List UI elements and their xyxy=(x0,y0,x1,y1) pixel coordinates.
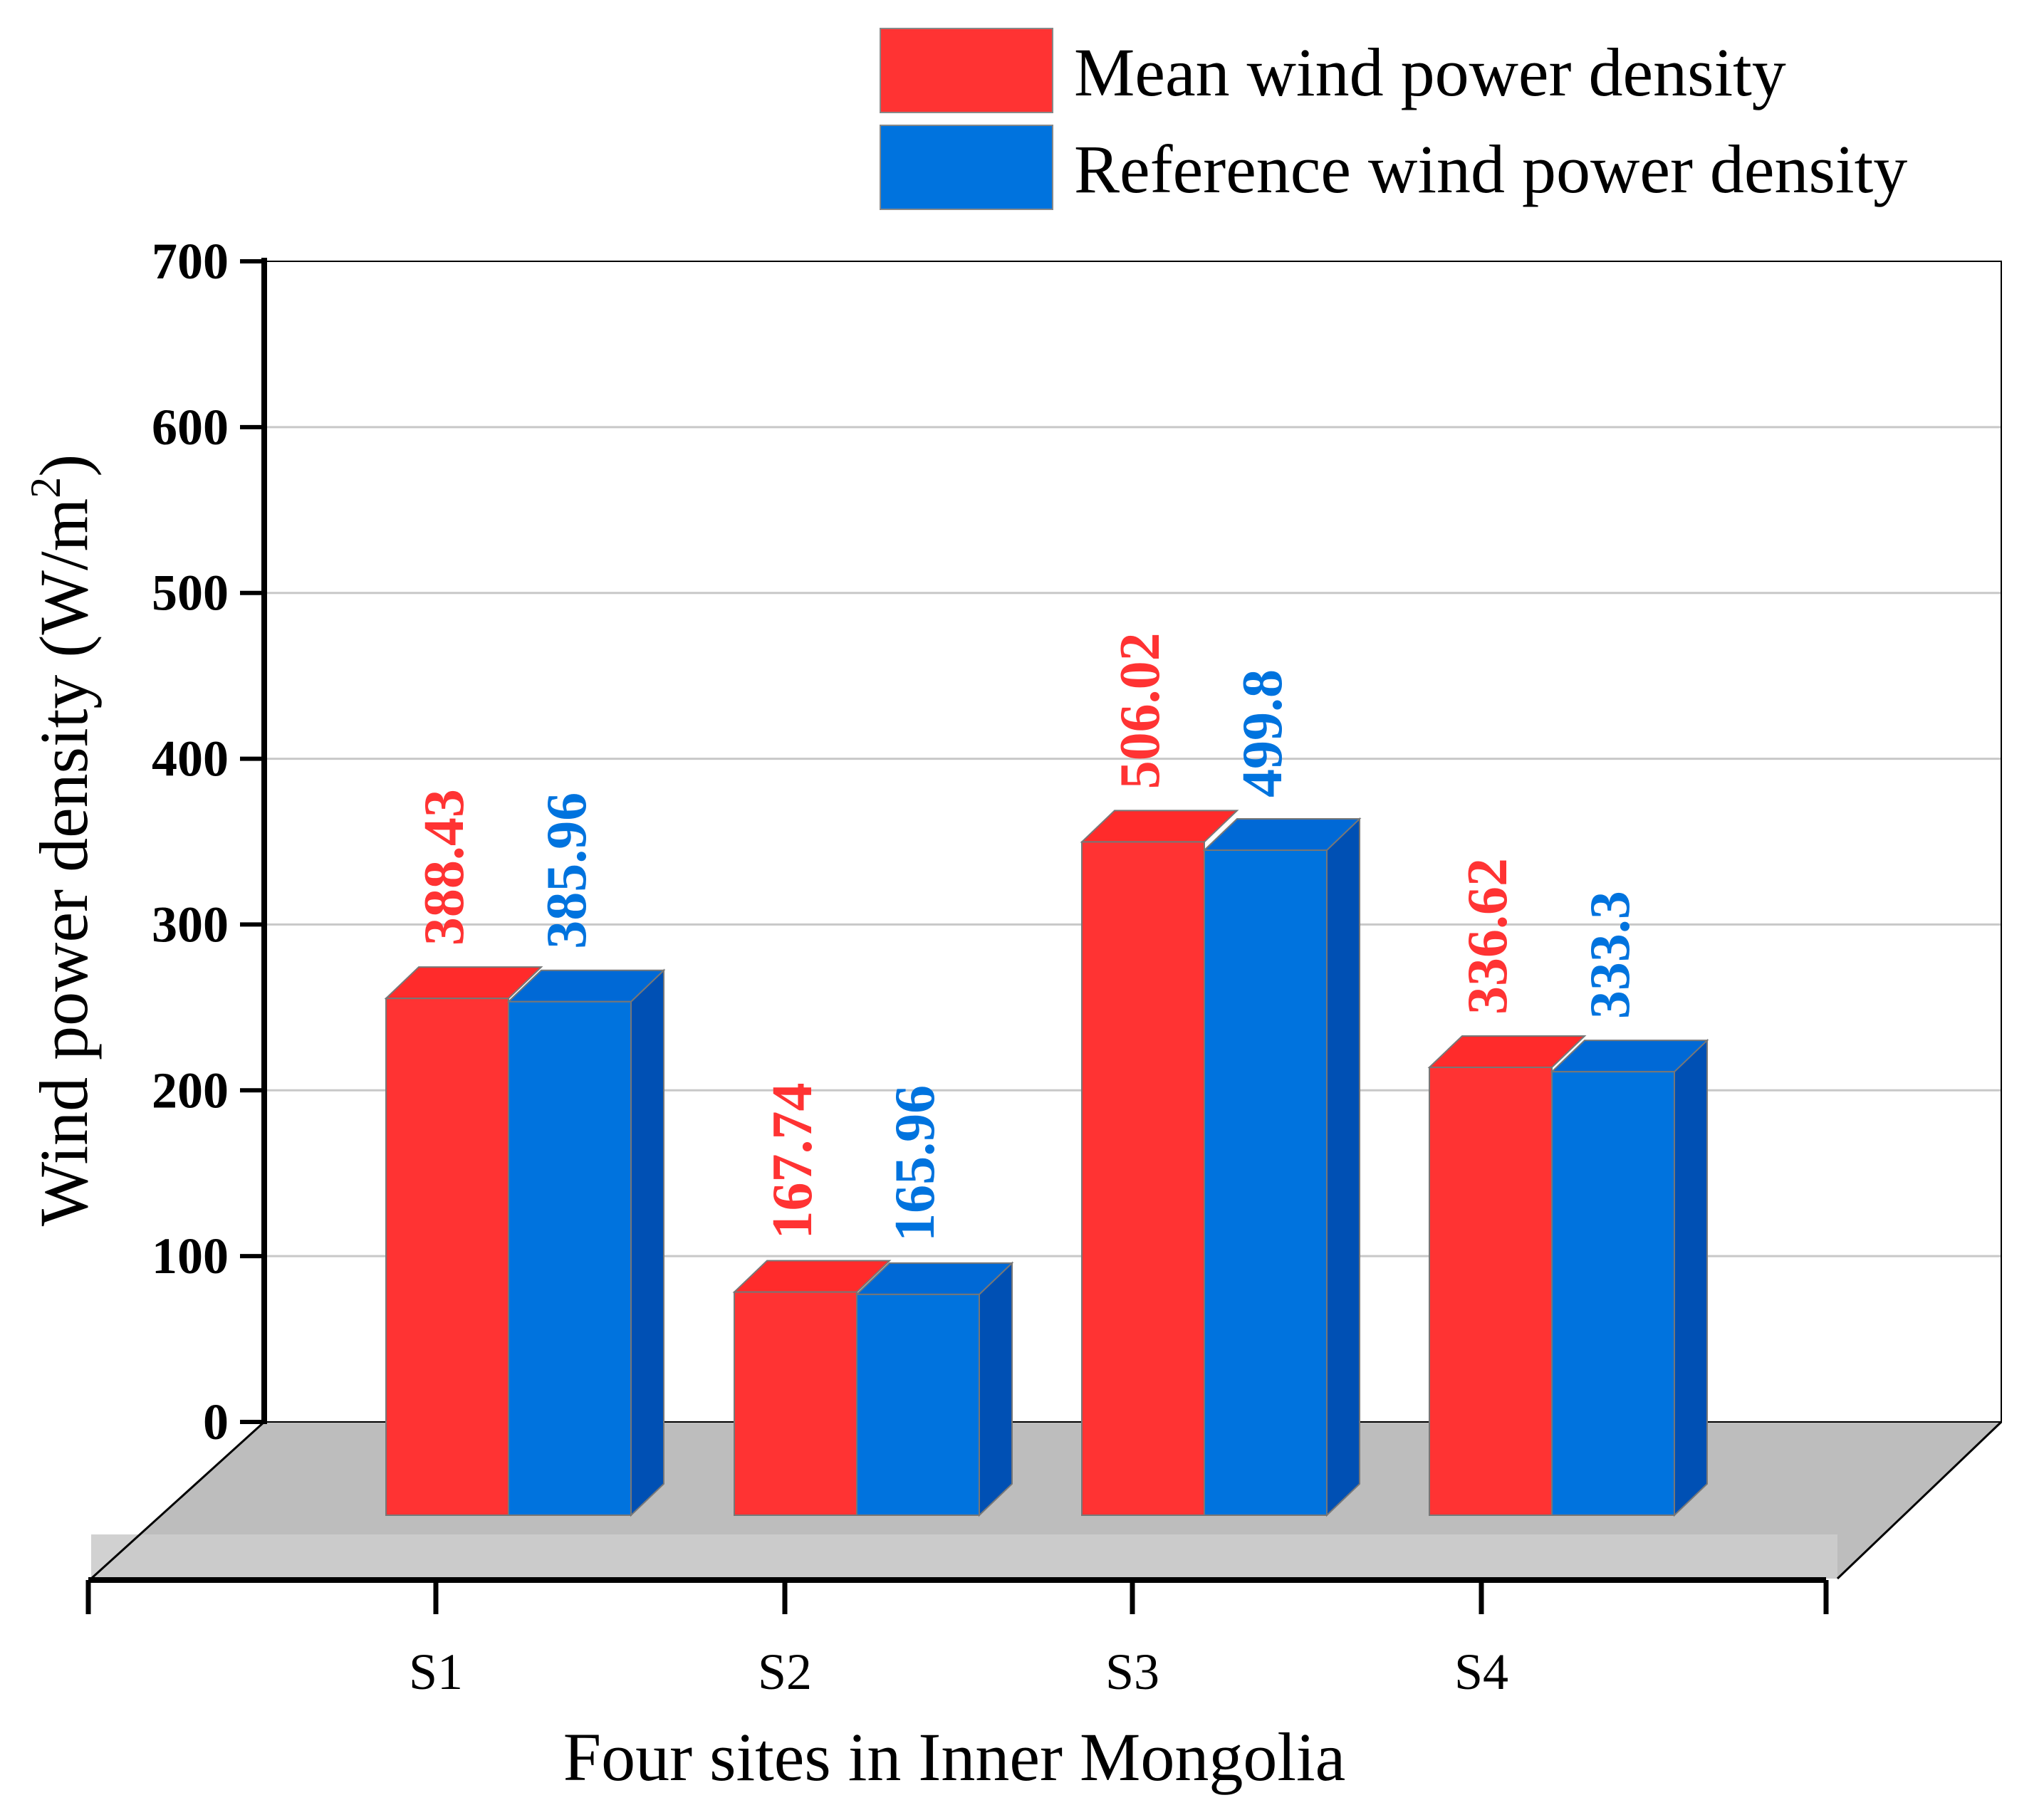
data-label: 499.8 xyxy=(1231,669,1294,797)
data-label: 165.96 xyxy=(884,1085,947,1242)
bar-front-face xyxy=(1429,1066,1553,1517)
data-labels: 388.43 385.96 167.74 165.96 506.02 499.8 336.6… xyxy=(413,632,1642,1241)
bar-front-face xyxy=(385,998,509,1516)
floor-front-strip xyxy=(91,1534,1837,1579)
bar-front-face xyxy=(1081,841,1205,1516)
bar-front-face xyxy=(1551,1071,1675,1516)
bar-s1-reference xyxy=(506,968,666,1517)
bar-front-face xyxy=(856,1293,980,1517)
bar-front-face xyxy=(1204,849,1328,1516)
bar-s2-mean xyxy=(732,1260,892,1516)
bar-front-face xyxy=(508,1000,632,1516)
data-label: 506.02 xyxy=(1109,632,1172,789)
y-tick-label: 100 xyxy=(152,1228,229,1285)
bar-side-face xyxy=(979,1261,1013,1517)
chart-floor xyxy=(91,1422,2001,1579)
x-tick-label: S2 xyxy=(758,1643,812,1700)
data-label: 333.3 xyxy=(1579,891,1642,1019)
x-axis-ticks: S1 S2 S3 S4 xyxy=(85,1580,1829,1700)
bar-s3-mean xyxy=(1080,810,1239,1516)
bar-side-face xyxy=(1326,817,1360,1517)
legend-swatch-mean xyxy=(880,28,1053,113)
y-axis-title-main: Wind power density (W/m xyxy=(26,498,102,1227)
data-label: 167.74 xyxy=(761,1083,824,1240)
x-axis-title: Four sites in Inner Mongolia xyxy=(563,1719,1346,1795)
legend-label-mean: Mean wind power density xyxy=(1074,34,1786,110)
bar-top-face xyxy=(1080,810,1239,843)
bar-s3-reference xyxy=(1202,817,1362,1517)
y-tick-label: 500 xyxy=(152,565,229,622)
bar-s4-reference xyxy=(1550,1038,1709,1517)
bars xyxy=(384,810,1709,1517)
y-tick-label: 700 xyxy=(152,233,229,290)
y-tick-label: 200 xyxy=(152,1062,229,1119)
y-tick-label: 400 xyxy=(152,731,229,788)
x-tick-label: S4 xyxy=(1454,1643,1508,1700)
y-axis-title-close: ) xyxy=(26,454,102,477)
x-tick-label: S1 xyxy=(409,1643,463,1700)
y-axis-ticks: 0 100 200 300 400 500 600 700 xyxy=(152,233,264,1450)
x-axis-right-edge xyxy=(1836,1421,2003,1580)
bar-s1-mean xyxy=(384,966,543,1516)
x-axis xyxy=(88,1421,2003,1583)
bar-side-face xyxy=(1674,1038,1708,1517)
bar-front-face xyxy=(734,1291,857,1516)
y-axis-title: Wind power density (W/m2) xyxy=(22,454,102,1227)
y-tick-label: 600 xyxy=(152,399,229,456)
data-label: 336.62 xyxy=(1456,858,1519,1015)
x-axis-left-edge xyxy=(90,1421,266,1580)
data-label: 388.43 xyxy=(413,789,476,946)
bar-s4-mean xyxy=(1427,1035,1587,1517)
y-tick-label: 0 xyxy=(203,1393,229,1450)
y-tick-label: 300 xyxy=(152,896,229,953)
bar-side-face xyxy=(630,968,664,1517)
y-axis-title-superscript: 2 xyxy=(22,477,69,498)
x-tick-label: S3 xyxy=(1105,1643,1159,1700)
legend: Mean wind power density Reference wind p… xyxy=(880,28,1907,210)
bar-s2-reference xyxy=(855,1261,1014,1517)
legend-label-reference: Reference wind power density xyxy=(1074,131,1907,207)
legend-swatch-reference xyxy=(880,125,1053,210)
data-label: 385.96 xyxy=(536,792,598,949)
